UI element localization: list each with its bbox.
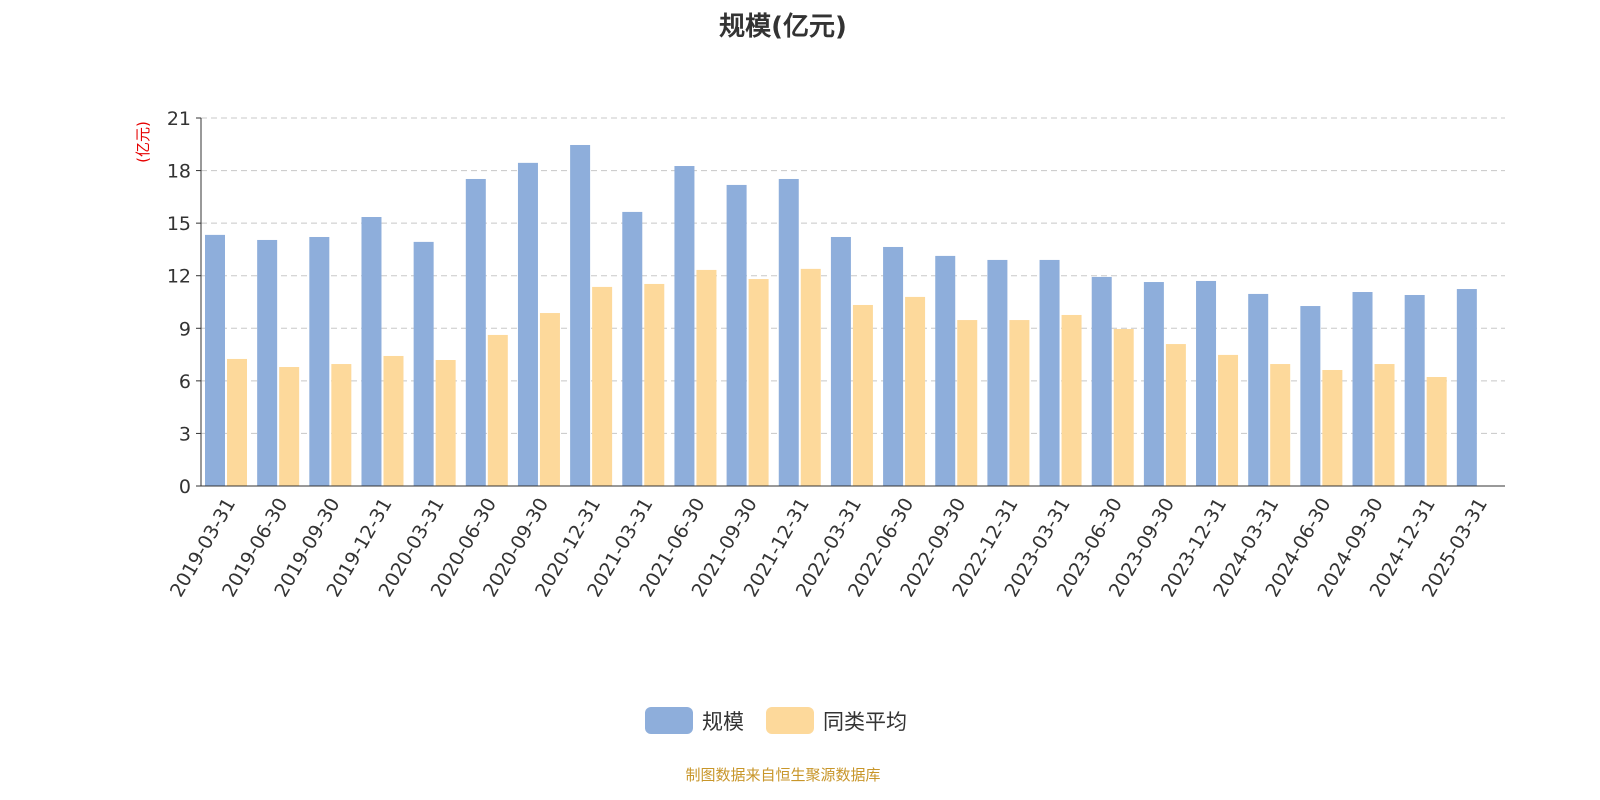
bar-peer-average xyxy=(1426,377,1447,486)
bar-scale xyxy=(1456,289,1477,486)
y-tick-label: 0 xyxy=(179,476,191,498)
bar-scale xyxy=(570,144,591,486)
bar-scale xyxy=(778,178,799,487)
bar-peer-average xyxy=(1113,328,1134,486)
bar-scale xyxy=(1248,293,1269,486)
bar-scale xyxy=(517,162,538,486)
bar-scale xyxy=(361,217,382,486)
bar-scale xyxy=(309,236,330,486)
bar-scale xyxy=(1091,276,1112,486)
bar-peer-average xyxy=(1009,320,1030,486)
bar-peer-average xyxy=(331,364,352,486)
y-tick-label: 6 xyxy=(179,371,191,393)
data-source-footer: 制图数据来自恒生聚源数据库 xyxy=(685,766,881,784)
chart-title: 规模(亿元) xyxy=(719,12,847,42)
bar-peer-average xyxy=(800,268,821,486)
bar-scale xyxy=(1352,292,1373,486)
bar-scale xyxy=(205,234,225,486)
y-tick-label: 9 xyxy=(179,318,191,340)
bar-peer-average xyxy=(1374,364,1395,486)
bar-peer-average xyxy=(1061,314,1082,486)
bar-peer-average xyxy=(1165,344,1186,486)
bar-scale xyxy=(935,255,956,486)
y-tick-label: 12 xyxy=(167,266,191,288)
bar-peer-average xyxy=(1322,369,1343,486)
bar-scale xyxy=(830,236,851,486)
bar-scale xyxy=(622,211,643,486)
legend-label: 同类平均 xyxy=(823,710,907,734)
bar-scale xyxy=(1039,259,1060,486)
bar-peer-average xyxy=(487,334,508,486)
y-tick-label: 18 xyxy=(167,161,191,183)
bar-scale xyxy=(413,241,434,486)
bar-scale xyxy=(1300,306,1321,486)
bar-scale xyxy=(465,178,486,487)
bar-scale xyxy=(883,246,904,486)
legend-label: 规模 xyxy=(702,710,744,734)
bar-scale xyxy=(1404,294,1425,486)
bar-scale xyxy=(1196,280,1217,486)
y-tick-label: 15 xyxy=(167,213,191,235)
y-axis-label: (亿元) xyxy=(134,121,152,163)
bar-peer-average xyxy=(644,283,665,486)
bar-peer-average xyxy=(279,367,300,486)
bar-chart: 036912151821(亿元)2019-03-312019-06-302019… xyxy=(134,108,1505,734)
bar-peer-average xyxy=(435,360,456,486)
legend-swatch xyxy=(645,707,693,734)
bar-peer-average xyxy=(748,279,769,486)
bar-peer-average xyxy=(852,304,873,486)
bar-scale xyxy=(257,239,278,486)
bar-peer-average xyxy=(539,313,560,486)
legend-swatch xyxy=(766,707,814,734)
bar-peer-average xyxy=(1218,354,1239,486)
bar-peer-average xyxy=(905,296,926,486)
y-tick-label: 21 xyxy=(167,108,191,130)
bar-peer-average xyxy=(1270,364,1291,486)
bar-peer-average xyxy=(592,286,613,486)
bar-peer-average xyxy=(227,358,247,486)
bar-peer-average xyxy=(696,269,717,486)
bar-scale xyxy=(987,259,1008,486)
bar-peer-average xyxy=(383,355,404,486)
y-tick-label: 3 xyxy=(179,423,191,445)
bar-peer-average xyxy=(957,320,978,486)
bar-scale xyxy=(674,166,695,486)
bar-scale xyxy=(1143,282,1164,486)
bar-scale xyxy=(726,184,747,486)
